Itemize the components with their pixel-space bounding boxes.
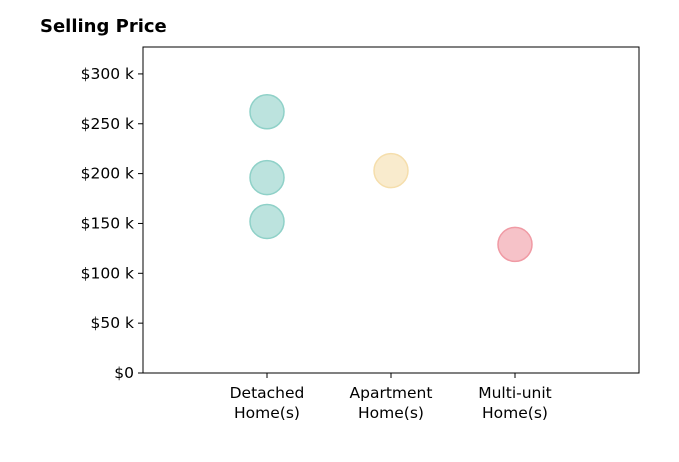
data-point (373, 152, 409, 189)
data-point (249, 159, 285, 196)
plot-frame (142, 46, 640, 374)
x-tick-label: Multi-unit (478, 384, 552, 402)
y-tick-label: $250 k (81, 115, 134, 133)
chart-title: Selling Price (40, 16, 167, 37)
ticks-layer: $0 $50 k $100 k $150 k $200 k $250 k $300 k Det… (81, 65, 552, 422)
data-point (249, 94, 285, 130)
y-tick-label: $150 k (81, 214, 134, 232)
y-tick-label: $0 (114, 364, 134, 382)
y-tick-label: $300 k (81, 65, 134, 83)
y-tick-label: $50 k (91, 314, 135, 332)
data-point (497, 226, 533, 263)
y-tick-label: $200 k (81, 165, 134, 183)
x-tick-label: Apartment (350, 384, 433, 402)
x-tick-label: Home(s) (358, 404, 424, 422)
data-point (249, 203, 285, 240)
points-layer (249, 94, 533, 263)
y-tick-label: $100 k (81, 264, 134, 282)
x-tick-label: Detached (230, 384, 305, 402)
x-tick-label: Home(s) (234, 404, 300, 422)
x-tick-label: Home(s) (482, 404, 548, 422)
